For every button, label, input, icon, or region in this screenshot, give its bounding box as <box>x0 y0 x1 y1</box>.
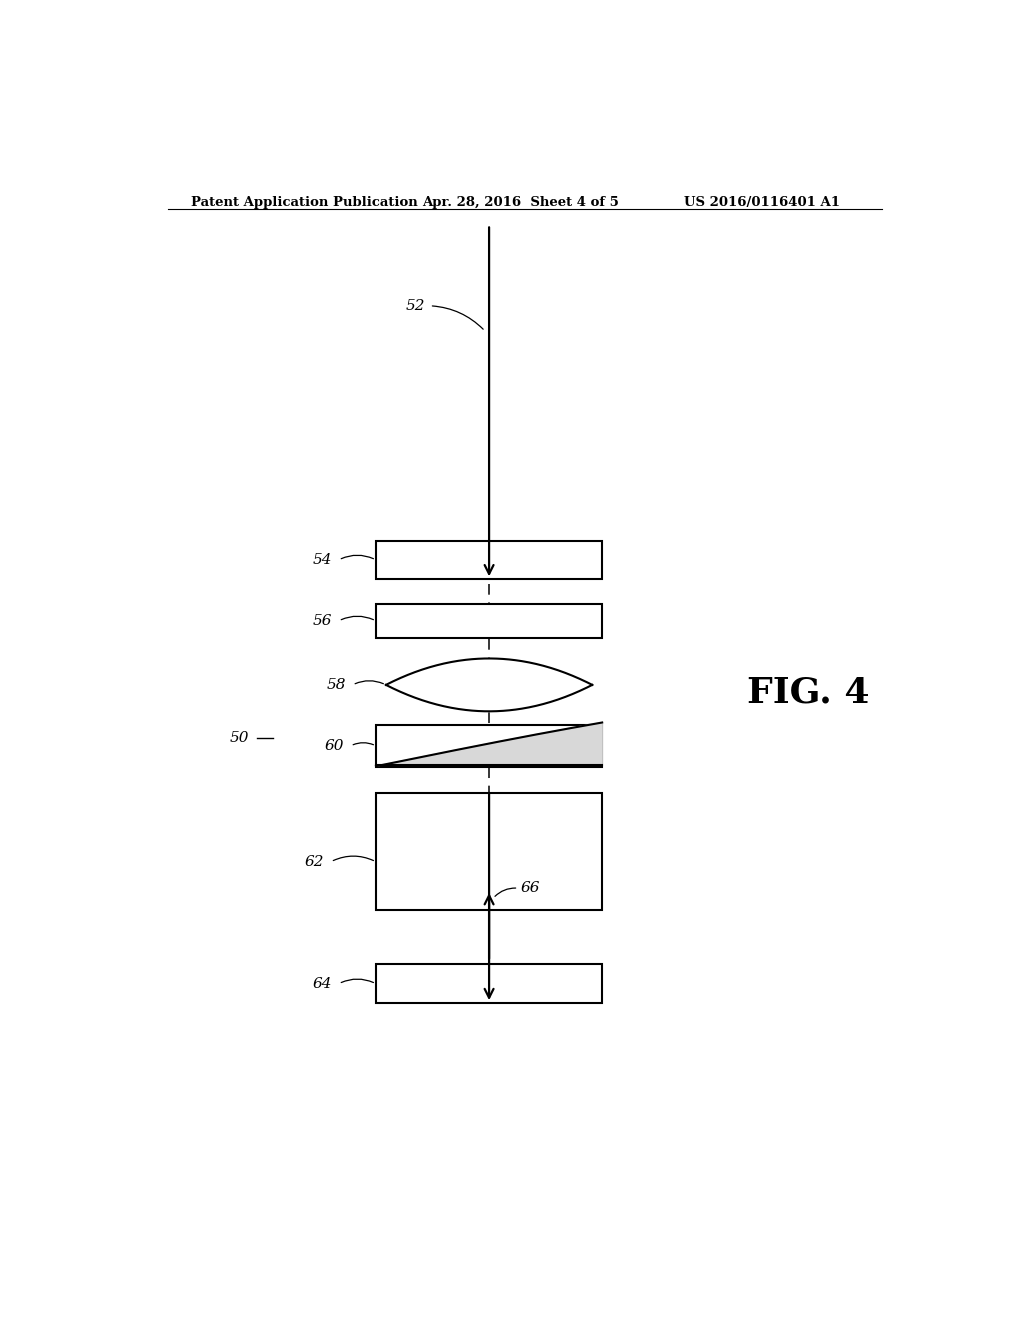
Text: 58: 58 <box>327 678 346 692</box>
Bar <box>376 541 602 579</box>
Text: 54: 54 <box>313 553 333 566</box>
Text: 64: 64 <box>313 977 333 991</box>
Text: US 2016/0116401 A1: US 2016/0116401 A1 <box>684 195 840 209</box>
Bar <box>376 603 602 638</box>
Text: 60: 60 <box>325 739 344 752</box>
Bar <box>376 965 602 1003</box>
Text: FIG. 4: FIG. 4 <box>748 675 869 709</box>
Text: Patent Application Publication: Patent Application Publication <box>191 195 418 209</box>
Text: 62: 62 <box>305 855 325 869</box>
Text: 52: 52 <box>407 298 426 313</box>
Text: Apr. 28, 2016  Sheet 4 of 5: Apr. 28, 2016 Sheet 4 of 5 <box>422 195 618 209</box>
Text: 56: 56 <box>313 614 333 628</box>
Bar <box>376 725 602 767</box>
Bar <box>376 793 602 909</box>
Polygon shape <box>376 722 602 766</box>
Text: 50: 50 <box>229 731 249 744</box>
Text: 66: 66 <box>521 882 541 895</box>
Polygon shape <box>386 659 592 711</box>
